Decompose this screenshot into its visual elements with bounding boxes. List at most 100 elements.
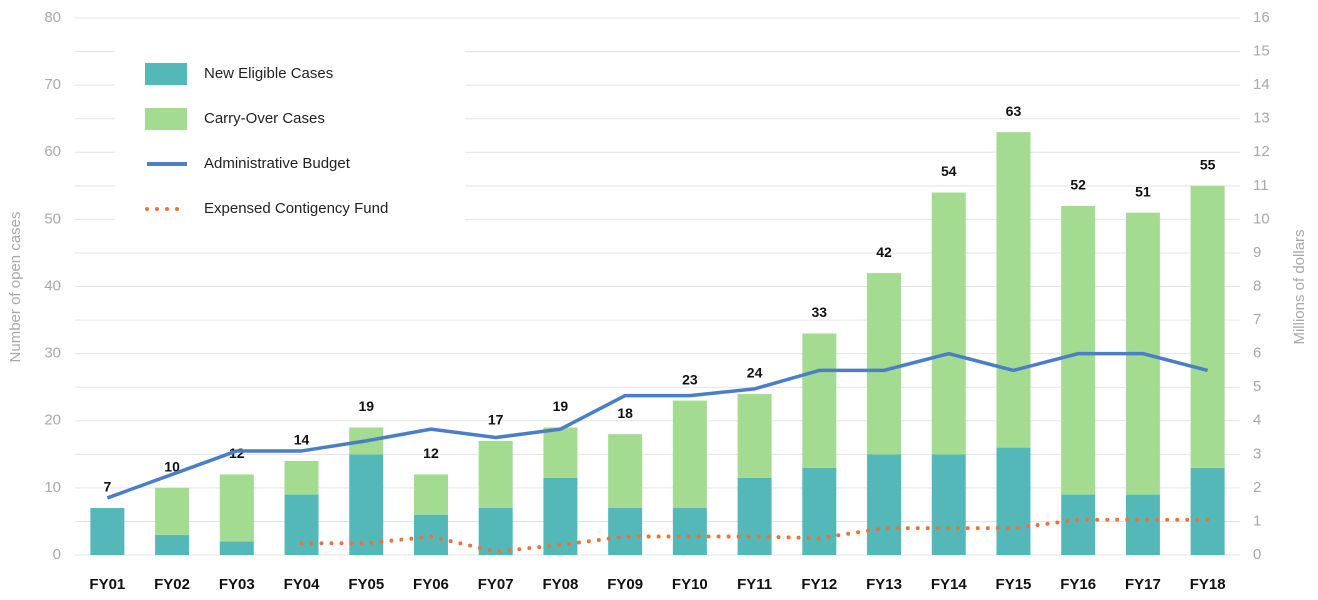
y-tick-label: 80 (44, 9, 61, 26)
bar (996, 132, 1031, 448)
x-tick-label: FY07 (478, 576, 514, 593)
x-tick-label: FY17 (1125, 576, 1161, 593)
bar (1190, 185, 1225, 468)
legend-swatch (145, 63, 187, 85)
bar (996, 447, 1031, 555)
bar (672, 400, 707, 509)
x-tick-label: FY18 (1190, 576, 1226, 593)
bar (737, 477, 772, 555)
y-tick-label: 10 (44, 479, 61, 496)
line-series (106, 351, 1209, 500)
bar (284, 494, 319, 555)
total-label: 19 (553, 398, 569, 414)
x-tick-label: FY01 (89, 576, 125, 593)
y2-tick-label: 11 (1253, 177, 1269, 194)
y-tick-label: 40 (44, 277, 61, 294)
total-label: 10 (164, 459, 180, 475)
total-label: 54 (941, 163, 957, 179)
total-label: 33 (812, 304, 828, 320)
x-tick-label: FY05 (348, 576, 384, 593)
x-tick-label: FY11 (737, 576, 772, 593)
bar (155, 534, 190, 555)
y-tick-label: 50 (44, 210, 61, 227)
bar (543, 477, 578, 555)
bar (931, 192, 966, 455)
y2-axis-label: Millions of dollars (1291, 229, 1308, 344)
x-tick-label: FY03 (219, 576, 255, 593)
legend-label: Expensed Contigency Fund (204, 200, 388, 217)
y2-tick-label: 5 (1253, 378, 1261, 395)
y2-tick-label: 6 (1253, 345, 1261, 362)
legend-swatch (145, 108, 187, 130)
bar (802, 467, 837, 555)
x-tick-label: FY04 (284, 576, 321, 593)
bar (672, 508, 707, 555)
bar (931, 454, 966, 555)
total-label: 12 (229, 445, 245, 461)
total-label: 63 (1006, 103, 1022, 119)
x-tick-label: FY13 (866, 576, 902, 593)
bar (543, 427, 578, 478)
total-label: 55 (1200, 157, 1216, 173)
bar (867, 273, 902, 455)
y-tick-label: 70 (44, 76, 61, 93)
legend-label: New Eligible Cases (204, 65, 333, 82)
bar (413, 474, 448, 515)
x-tick-label: FY02 (154, 576, 190, 593)
y2-tick-label: 14 (1253, 76, 1270, 93)
legend-label: Carry-Over Cases (204, 110, 325, 127)
y-tick-label: 30 (44, 345, 61, 362)
bar (155, 487, 190, 535)
x-tick-label: FY15 (996, 576, 1032, 593)
y2-tick-label: 13 (1253, 110, 1270, 127)
total-label: 18 (617, 405, 633, 421)
line-series (299, 517, 1210, 554)
total-label: 17 (488, 412, 504, 428)
bar (802, 333, 837, 468)
y2-tick-label: 9 (1253, 244, 1261, 261)
bar (349, 454, 384, 555)
total-label: 14 (294, 432, 310, 448)
bar (1061, 494, 1096, 555)
y2-tick-label: 12 (1253, 143, 1270, 160)
total-label: 23 (682, 371, 698, 387)
bar (90, 508, 125, 555)
bar (608, 434, 643, 509)
bar (1061, 205, 1096, 495)
y-tick-label: 60 (44, 143, 61, 160)
bar (219, 541, 254, 555)
bar (1190, 467, 1225, 555)
x-tick-label: FY09 (607, 576, 643, 593)
bar (608, 508, 643, 555)
y2-tick-label: 15 (1253, 43, 1270, 60)
total-label: 51 (1135, 183, 1151, 199)
y-axis-label: Number of open cases (7, 212, 24, 363)
y2-tick-label: 4 (1253, 412, 1261, 429)
y2-tick-label: 0 (1253, 546, 1261, 563)
bar (219, 474, 254, 542)
total-label: 24 (747, 365, 763, 381)
total-label: 19 (358, 398, 374, 414)
y2-tick-label: 1 (1253, 512, 1261, 529)
total-label: 12 (423, 445, 439, 461)
bar (284, 461, 319, 495)
x-tick-label: FY12 (801, 576, 837, 593)
x-tick-label: FY16 (1060, 576, 1096, 593)
y2-tick-label: 7 (1253, 311, 1261, 328)
x-tick-label: FY14 (931, 576, 968, 593)
y2-tick-label: 2 (1253, 479, 1261, 496)
bar (867, 454, 902, 555)
y2-tick-label: 3 (1253, 445, 1261, 462)
bar (737, 393, 772, 478)
total-label: 7 (103, 479, 111, 495)
y2-tick-label: 8 (1253, 277, 1261, 294)
total-label: 42 (876, 244, 892, 260)
y2-tick-label: 10 (1253, 210, 1270, 227)
x-tick-label: FY10 (672, 576, 708, 593)
legend-label: Administrative Budget (204, 155, 351, 172)
x-tick-label: FY08 (542, 576, 578, 593)
bar (478, 440, 513, 509)
total-label: 52 (1070, 177, 1086, 193)
bar (478, 508, 513, 555)
